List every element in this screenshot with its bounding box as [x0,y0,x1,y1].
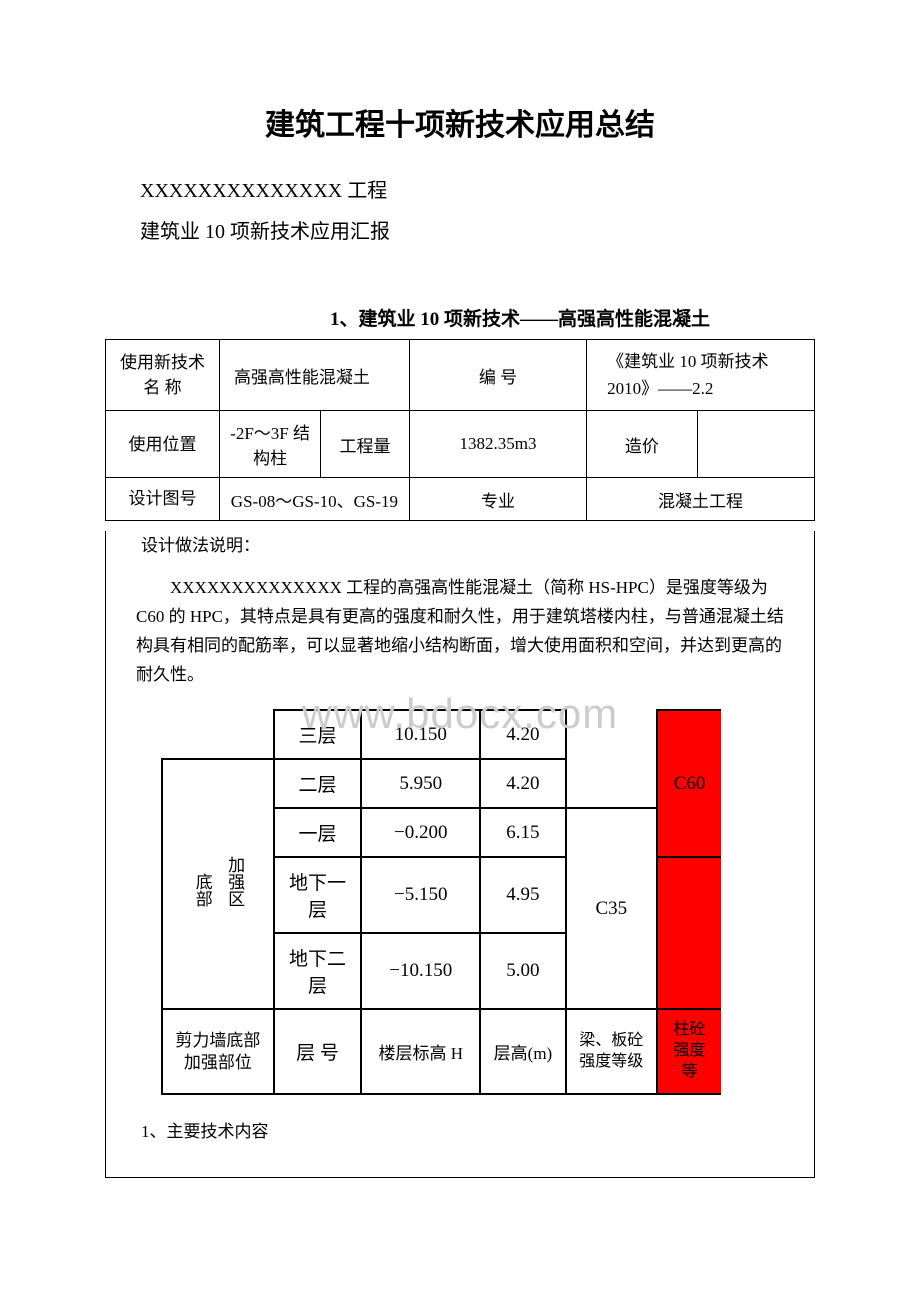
cell-specialty: 混凝土工程 [587,478,815,521]
cell-drawing-label: 设计图号 [106,478,220,521]
design-desc-label: 设计做法说明： [141,531,779,556]
cell: 二层 [274,759,361,808]
cell-qty: 1382.35m3 [409,411,586,478]
cell: 地下二层 [274,933,361,1009]
cell: 三层 [274,710,361,759]
cell-location: -2F～3F 结构柱 [219,411,320,478]
cell-drawing: GS-08～GS-10、GS-19 [219,478,409,521]
cell: 4.95 [480,857,565,933]
section-title: 1、建筑业 10 项新技术——高强高性能混凝土 [105,304,815,331]
table-row-header: 剪力墙底部加强部位 层 号 楼层标高 H 层高(m) 梁、板砼强度等级 柱砼强度… [162,1009,721,1093]
cell-cost [697,411,814,478]
page-title: 建筑工程十项新技术应用总结 [105,100,815,144]
cell-tech-name: 高强高性能混凝土 [219,340,409,411]
data-table-wrap: 三层 10.150 4.20 C60 底部 加强区 二层 5.950 4.20 [161,709,721,1094]
cell: 4.20 [480,759,565,808]
table-row: 设计图号 GS-08～GS-10、GS-19 专业 混凝土工程 [106,478,815,521]
cell: 柱砼强度等 [657,1009,721,1093]
cell: −10.150 [361,933,480,1009]
body-text: XXXXXXXXXXXXXX 工程的高强高性能混凝土（简称 HS-HPC）是强度… [136,574,784,690]
cell: 楼层标高 H [361,1009,480,1093]
cell-c60: C60 [657,710,721,857]
cell-code: 《建筑业 10 项新技术 2010》——2.2 [587,340,815,411]
cell: 地下一层 [274,857,361,933]
cell: −0.200 [361,808,480,857]
cell: 梁、板砼强度等级 [566,1009,658,1093]
report-title: 建筑业 10 项新技术应用汇报 [140,215,815,244]
cell: 5.00 [480,933,565,1009]
data-table: 三层 10.150 4.20 C60 底部 加强区 二层 5.950 4.20 [161,709,721,1094]
cell: 剪力墙底部加强部位 [162,1009,274,1093]
cell-specialty-label: 专业 [409,478,586,521]
cell-code-label: 编 号 [409,340,586,411]
cell: 10.150 [361,710,480,759]
cell-c35: C35 [566,808,658,1009]
cell: −5.150 [361,857,480,933]
table-row: 三层 10.150 4.20 C60 [162,710,721,759]
cell: 层高(m) [480,1009,565,1093]
footer-text: 1、主要技术内容 [141,1117,814,1142]
table-row: 使用位置 -2F～3F 结构柱 工程量 1382.35m3 造价 [106,411,815,478]
cell: 一层 [274,808,361,857]
cell: 5.950 [361,759,480,808]
cell-tech-name-label: 使用新技术名 称 [106,340,220,411]
description-block: 设计做法说明： XXXXXXXXXXXXXX 工程的高强高性能混凝土（简称 HS… [105,531,815,1178]
cell-qty-label: 工程量 [321,411,410,478]
cell-cost-label: 造价 [587,411,698,478]
cell: 6.15 [480,808,565,857]
cell: 4.20 [480,710,565,759]
info-table: 使用新技术名 称 高强高性能混凝土 编 号 《建筑业 10 项新技术 2010》… [105,339,815,521]
cell: 层 号 [274,1009,361,1093]
project-name: XXXXXXXXXXXXXX 工程 [140,174,815,203]
cell-vert: 底部 加强区 [162,759,274,1009]
cell-location-label: 使用位置 [106,411,220,478]
table-row: 使用新技术名 称 高强高性能混凝土 编 号 《建筑业 10 项新技术 2010》… [106,340,815,411]
